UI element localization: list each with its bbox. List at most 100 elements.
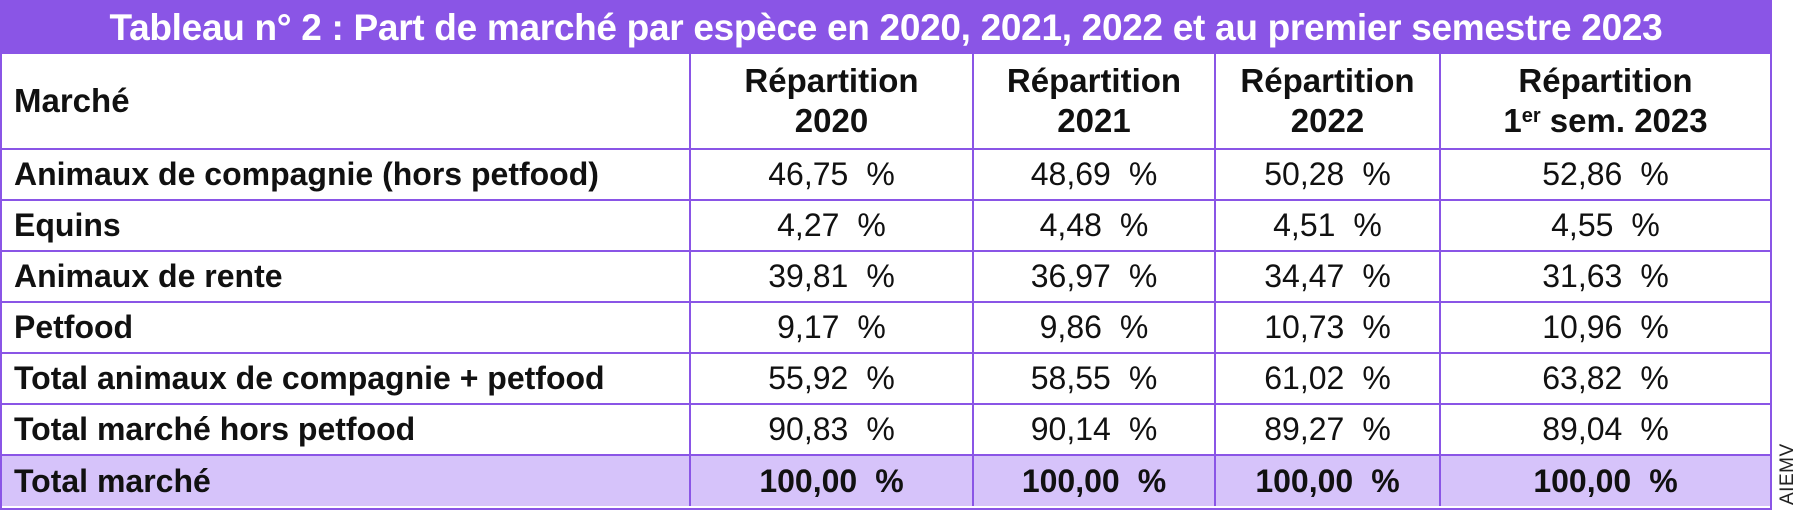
table-title: Tableau n° 2 : Part de marché par espèce… xyxy=(2,2,1770,54)
cell-value: 63,82 xyxy=(1542,360,1623,396)
percent-sign: % xyxy=(1137,462,1167,499)
percent-sign: % xyxy=(866,258,895,294)
percent-sign: % xyxy=(1362,360,1391,396)
percent-sign: % xyxy=(1631,207,1660,243)
cell-value: 31,63 xyxy=(1542,258,1623,294)
table-row: Animaux de compagnie (hors petfood) 46,75… xyxy=(2,149,1770,201)
cell-2021: 100,00% xyxy=(973,455,1216,506)
percent-sign: % xyxy=(1128,258,1158,294)
cell-2022: 50,28% xyxy=(1215,149,1441,201)
header-2021-line2: 2021 xyxy=(1057,102,1131,139)
percent-sign: % xyxy=(866,360,895,396)
percent-sign: % xyxy=(857,207,886,243)
header-2022: Répartition 2022 xyxy=(1215,54,1441,150)
table-row: Petfood 9,17% 9,86% 10,73% 10,96% xyxy=(2,302,1770,354)
cell-2020: 46,75% xyxy=(690,149,974,201)
cell-value: 90,83 xyxy=(768,411,849,447)
cell-value: 9,17 xyxy=(777,309,840,345)
cell-value: 36,97 xyxy=(1030,258,1111,294)
header-2023-period: sem. 2023 xyxy=(1540,102,1708,139)
cell-2022: 61,02% xyxy=(1215,353,1441,405)
cell-2021: 36,97% xyxy=(973,251,1216,303)
cell-value: 52,86 xyxy=(1542,156,1623,192)
cell-value: 34,47 xyxy=(1264,258,1345,294)
cell-value: 4,27 xyxy=(777,207,840,243)
cell-value: 89,27 xyxy=(1264,411,1345,447)
percent-sign: % xyxy=(1362,258,1391,294)
cell-2023: 63,82% xyxy=(1440,353,1770,405)
header-2020-line1: Répartition xyxy=(744,62,919,99)
cell-value: 48,69 xyxy=(1030,156,1111,192)
percent-sign: % xyxy=(1371,462,1400,499)
percent-sign: % xyxy=(1362,156,1391,192)
percent-sign: % xyxy=(1128,360,1158,396)
percent-sign: % xyxy=(857,309,886,345)
table-row: Total marché hors petfood 90,83% 90,14% 89,… xyxy=(2,404,1770,456)
row-label: Total marché xyxy=(2,455,691,506)
percent-sign: % xyxy=(866,156,895,192)
header-2023-line2: 1er sem. 2023 xyxy=(1441,101,1770,141)
header-2021: Répartition 2021 xyxy=(973,54,1216,150)
cell-2021: 90,14% xyxy=(973,404,1216,456)
cell-value: 90,14 xyxy=(1030,411,1111,447)
cell-value: 46,75 xyxy=(768,156,849,192)
header-2022-line2: 2022 xyxy=(1290,102,1365,139)
header-2023-ordinal: 1 xyxy=(1503,102,1522,139)
cell-2021: 9,86% xyxy=(973,302,1216,354)
header-2023-ordinal-suffix: er xyxy=(1521,105,1541,127)
cell-value: 39,81 xyxy=(768,258,849,294)
percent-sign: % xyxy=(1649,462,1678,499)
cell-value: 4,55 xyxy=(1551,207,1614,243)
cell-value: 100,00 xyxy=(759,462,858,499)
percent-sign: % xyxy=(1640,360,1669,396)
cell-value: 4,51 xyxy=(1273,207,1336,243)
cell-value: 4,48 xyxy=(1039,207,1102,243)
percent-sign: % xyxy=(1119,207,1149,243)
percent-sign: % xyxy=(1640,411,1669,447)
credit-text: AIEMV xyxy=(1777,443,1798,505)
table-row: Animaux de rente 39,81% 36,97% 34,47% 31,63% xyxy=(2,251,1770,303)
cell-2023: 52,86% xyxy=(1440,149,1770,201)
header-row: Marché Répartition 2020 Répartition 2021… xyxy=(2,54,1770,150)
cell-2021: 48,69% xyxy=(973,149,1216,201)
cell-2023: 31,63% xyxy=(1440,251,1770,303)
cell-2020: 39,81% xyxy=(690,251,974,303)
percent-sign: % xyxy=(1362,411,1391,447)
percent-sign: % xyxy=(1640,309,1669,345)
cell-2020: 100,00% xyxy=(690,455,974,506)
cell-2023: 10,96% xyxy=(1440,302,1770,354)
cell-2020: 4,27% xyxy=(690,200,974,252)
row-label: Animaux de compagnie (hors petfood) xyxy=(2,149,691,201)
percent-sign: % xyxy=(1362,309,1391,345)
cell-value: 58,55 xyxy=(1030,360,1111,396)
cell-2022: 4,51% xyxy=(1215,200,1441,252)
header-2021-line1: Répartition xyxy=(1006,62,1182,99)
row-label: Petfood xyxy=(2,302,691,354)
cell-value: 50,28 xyxy=(1264,156,1345,192)
percent-sign: % xyxy=(1119,309,1149,345)
table-frame: Tableau n° 2 : Part de marché par espèce… xyxy=(0,0,1772,510)
header-2022-line1: Répartition xyxy=(1240,62,1415,99)
percent-sign: % xyxy=(866,411,895,447)
cell-2021: 58,55% xyxy=(973,353,1216,405)
cell-2020: 9,17% xyxy=(690,302,974,354)
cell-2020: 55,92% xyxy=(690,353,974,405)
percent-sign: % xyxy=(1640,156,1669,192)
percent-sign: % xyxy=(1128,156,1158,192)
cell-value: 89,04 xyxy=(1542,411,1623,447)
percent-sign: % xyxy=(1640,258,1669,294)
cell-value: 100,00 xyxy=(1255,462,1354,499)
table-row: Total marché 100,00% 100,00% 100,00% 100,00% xyxy=(2,455,1770,506)
cell-2023: 100,00% xyxy=(1440,455,1770,506)
cell-2023: 4,55% xyxy=(1440,200,1770,252)
cell-2022: 10,73% xyxy=(1215,302,1441,354)
cell-value: 10,96 xyxy=(1542,309,1623,345)
cell-value: 55,92 xyxy=(768,360,849,396)
cell-value: 9,86 xyxy=(1039,309,1102,345)
table-row: Total animaux de compagnie + petfood 55,9… xyxy=(2,353,1770,405)
header-2023: Répartition 1er sem. 2023 xyxy=(1440,54,1770,150)
cell-2022: 34,47% xyxy=(1215,251,1441,303)
cell-2022: 89,27% xyxy=(1215,404,1441,456)
row-label: Equins xyxy=(2,200,691,252)
header-market: Marché xyxy=(2,54,691,150)
